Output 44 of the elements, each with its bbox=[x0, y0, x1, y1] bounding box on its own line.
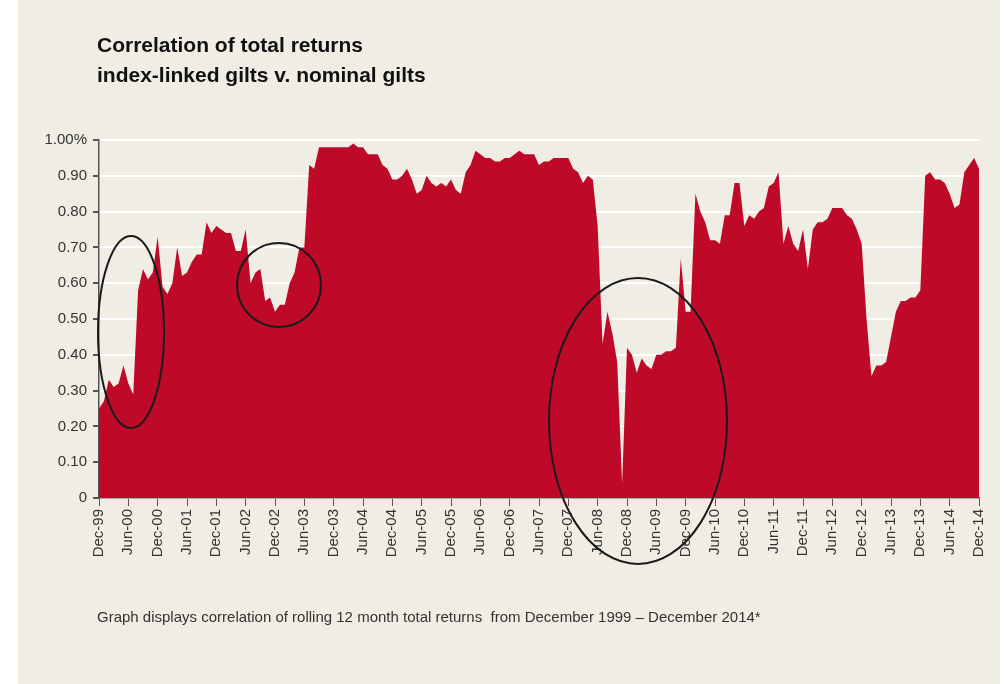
x-tick-label: Dec-02 bbox=[265, 509, 283, 558]
x-tick-label: Jun-10 bbox=[705, 509, 723, 555]
x-tick-label: Dec-10 bbox=[734, 509, 752, 558]
x-tick-label: Jun-02 bbox=[235, 509, 253, 555]
x-tick-label: Dec-12 bbox=[851, 509, 869, 558]
x-tick-label: Dec-99 bbox=[89, 509, 107, 558]
x-tick-label: Dec-13 bbox=[910, 509, 928, 558]
x-tick-label: Jun-00 bbox=[118, 509, 136, 555]
x-tick-label: Jun-08 bbox=[587, 509, 605, 555]
x-tick-label: Jun-14 bbox=[939, 509, 957, 555]
x-tick-label: Jun-01 bbox=[177, 509, 195, 555]
x-tick-label: Jun-03 bbox=[294, 509, 312, 555]
x-tick-label: Jun-06 bbox=[470, 509, 488, 555]
y-tick-label: 0.20 bbox=[57, 416, 87, 434]
y-tick-label: 0.80 bbox=[57, 201, 87, 219]
y-tick-label: 0.60 bbox=[57, 273, 87, 291]
x-tick-label: Dec-05 bbox=[441, 509, 459, 558]
text: Graph displays correlation of rolling 12 month total returns from December 1999 – December 2014* bbox=[97, 608, 761, 625]
x-tick-label: Jun-09 bbox=[646, 509, 664, 555]
x-tick-label: Jun-11 bbox=[763, 509, 781, 554]
x-tick-label: Jun-04 bbox=[353, 509, 371, 555]
x-tick-label: Dec-01 bbox=[206, 509, 224, 558]
x-tick-label: Jun-12 bbox=[822, 509, 840, 555]
x-tick-label: Jun-13 bbox=[881, 509, 899, 555]
x-tick-label: Dec-07 bbox=[558, 509, 576, 558]
x-tick-label: Dec-03 bbox=[323, 509, 341, 558]
x-tick-label: Dec-09 bbox=[675, 509, 693, 558]
x-tick-label: Dec-04 bbox=[382, 509, 400, 558]
y-tick-label: 0.10 bbox=[57, 452, 87, 470]
y-tick-label: 0.90 bbox=[57, 165, 87, 183]
y-tick-label: 0.50 bbox=[57, 309, 87, 327]
y-tick-label: 0.70 bbox=[57, 237, 87, 255]
x-tick-label: Dec-14 bbox=[969, 509, 987, 558]
x-tick-label: Dec-08 bbox=[617, 509, 635, 558]
y-tick-label: 0.40 bbox=[57, 344, 87, 362]
x-tick-label: Jun-05 bbox=[411, 509, 429, 555]
x-tick-label: Jun-07 bbox=[529, 509, 547, 555]
chart-title: Correlation of total returns index-linked gilts v. nominal gilts bbox=[97, 32, 426, 88]
y-tick-label: 0 bbox=[78, 488, 87, 506]
y-tick-label: 1.00% bbox=[44, 130, 87, 148]
y-tick-label: 0.30 bbox=[57, 380, 87, 398]
x-tick-label: Dec-11 bbox=[793, 509, 811, 557]
x-tick-label: Dec-00 bbox=[147, 509, 165, 558]
x-tick-label: Dec-06 bbox=[499, 509, 517, 558]
